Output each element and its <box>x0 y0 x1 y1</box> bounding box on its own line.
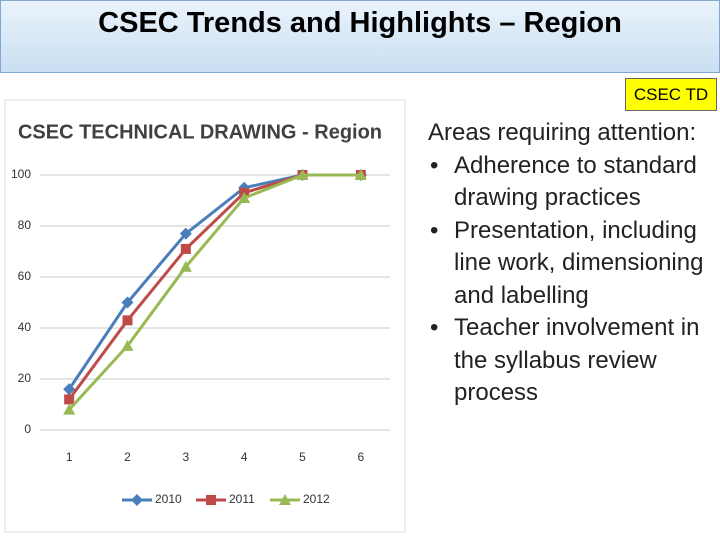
bullet: Presentation, including line work, dimen… <box>428 215 718 313</box>
legend-marker <box>206 495 216 505</box>
y-tick-label: 60 <box>18 269 32 283</box>
marker <box>296 169 309 180</box>
x-tick-label: 5 <box>299 450 306 464</box>
x-tick-label: 2 <box>124 450 131 464</box>
bullet: Adherence to standard drawing practices <box>428 150 718 215</box>
marker <box>179 227 192 240</box>
y-tick-label: 20 <box>18 371 32 385</box>
legend-label: 2010 <box>155 492 182 506</box>
bullet: Teacher involvement in the syllabus revi… <box>428 312 718 410</box>
y-tick-label: 0 <box>24 422 31 436</box>
series-line <box>68 173 361 411</box>
x-tick-label: 1 <box>66 450 73 464</box>
marker <box>122 315 133 326</box>
legend-label: 2012 <box>303 492 330 506</box>
slide-title: CSEC Trends and Highlights – Region <box>98 7 622 39</box>
marker <box>121 296 134 309</box>
chart-frame <box>4 99 406 533</box>
marker <box>63 403 76 415</box>
marker <box>121 339 134 351</box>
badge: CSEC TD <box>625 78 717 111</box>
marker <box>63 383 76 396</box>
legend-marker <box>279 494 291 505</box>
chart-title: CSEC TECHNICAL DRAWING - Region <box>18 121 382 143</box>
header: CSEC Trends and Highlights – Region <box>0 0 720 73</box>
bullet-list: Adherence to standard drawing practicesP… <box>428 150 718 410</box>
text-block: Areas requiring attention: Adherence to … <box>428 117 718 410</box>
legend-label: 2011 <box>229 492 255 506</box>
y-tick-label: 80 <box>18 218 32 232</box>
marker <box>179 260 192 272</box>
marker <box>64 394 75 405</box>
marker <box>180 243 191 254</box>
y-tick-label: 100 <box>11 167 31 181</box>
x-tick-label: 6 <box>357 450 364 464</box>
text-heading: Areas requiring attention: <box>428 119 697 146</box>
y-tick-label: 40 <box>18 320 32 334</box>
x-tick-label: 3 <box>182 450 189 464</box>
x-tick-label: 4 <box>241 450 248 464</box>
marker <box>238 191 251 203</box>
marker <box>354 169 367 180</box>
legend-marker <box>131 494 143 506</box>
